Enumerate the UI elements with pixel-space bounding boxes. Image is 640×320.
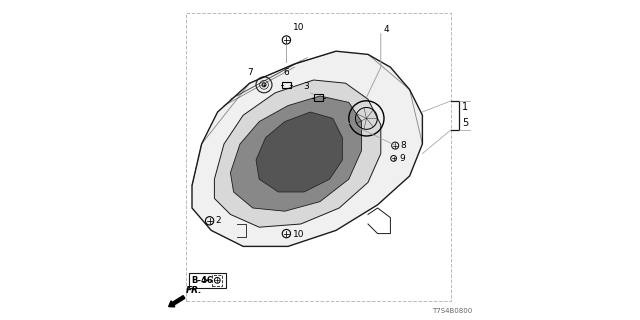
FancyArrow shape bbox=[169, 296, 185, 307]
Text: B-46: B-46 bbox=[191, 276, 212, 285]
Bar bbox=[212, 275, 222, 286]
Text: T7S4B0800: T7S4B0800 bbox=[432, 308, 472, 314]
Text: 8: 8 bbox=[401, 141, 406, 150]
Text: 3: 3 bbox=[303, 82, 308, 91]
Polygon shape bbox=[192, 51, 422, 246]
Polygon shape bbox=[256, 112, 342, 192]
Text: 5: 5 bbox=[462, 118, 468, 128]
Polygon shape bbox=[214, 80, 381, 227]
Text: FR.: FR. bbox=[186, 286, 202, 295]
Polygon shape bbox=[230, 96, 362, 211]
Text: 2: 2 bbox=[215, 216, 221, 225]
Bar bbox=[189, 273, 226, 288]
Text: 4: 4 bbox=[384, 25, 390, 34]
Text: 10: 10 bbox=[293, 23, 304, 32]
Text: 10: 10 bbox=[292, 230, 304, 239]
Text: 9: 9 bbox=[399, 154, 405, 163]
Text: 7: 7 bbox=[247, 68, 253, 77]
Text: 6: 6 bbox=[283, 68, 289, 77]
Text: 1: 1 bbox=[462, 102, 468, 112]
